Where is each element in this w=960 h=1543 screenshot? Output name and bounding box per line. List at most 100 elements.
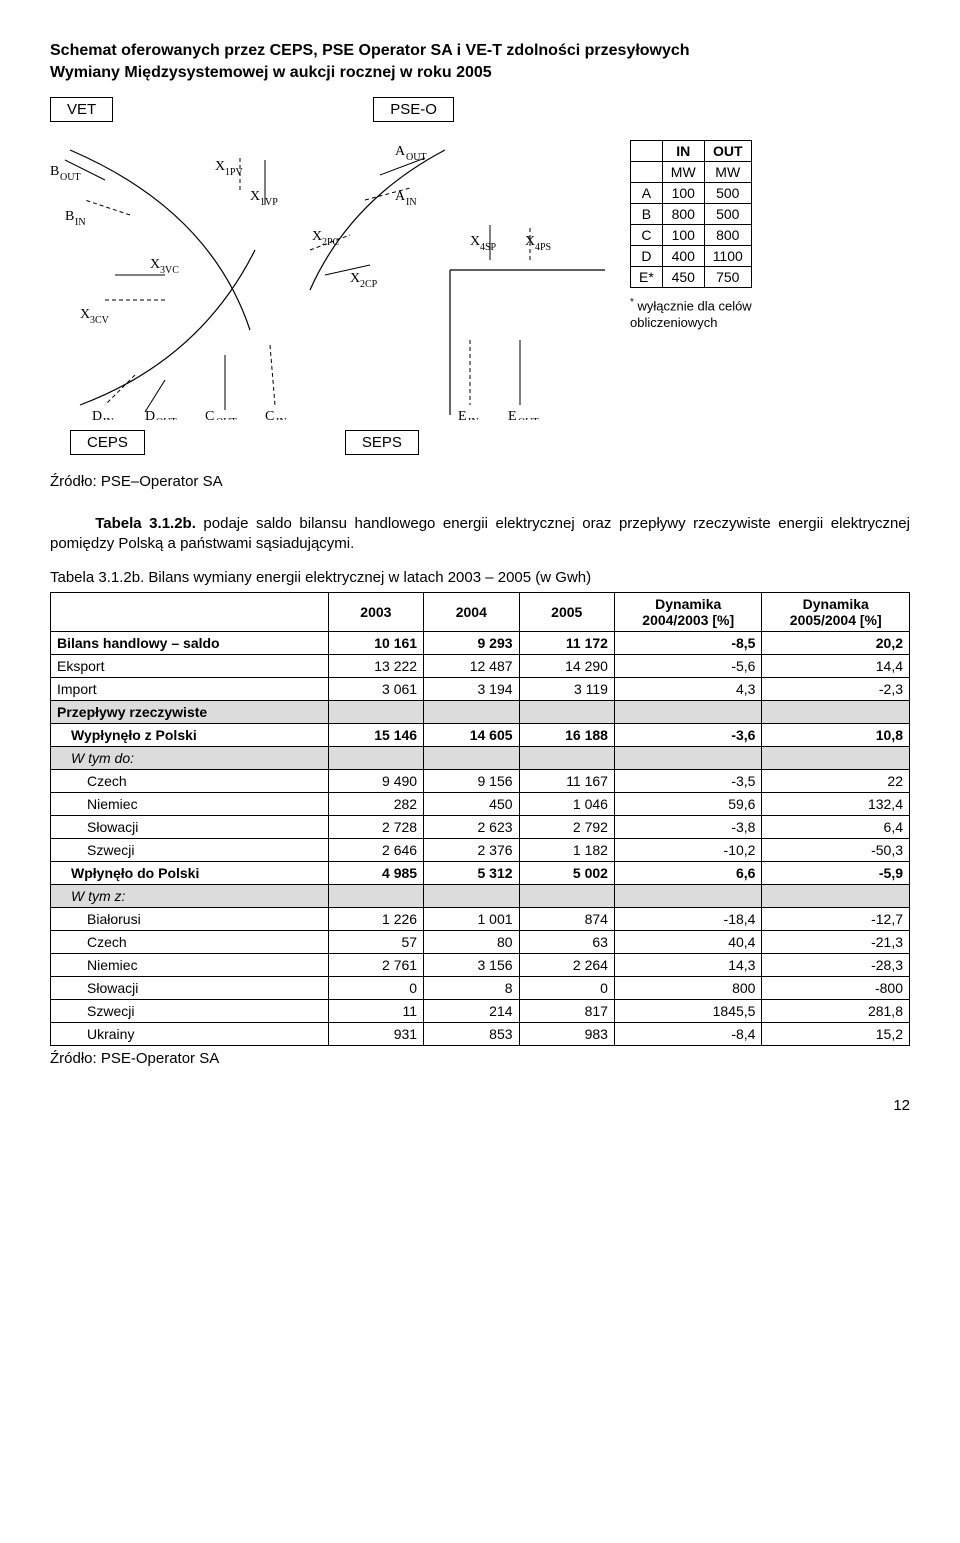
row-value: 13 222 xyxy=(328,654,423,677)
table-row: Szwecji2 6462 3761 182-10,2-50,3 xyxy=(51,838,910,861)
mini-cell: 400 xyxy=(662,246,704,267)
source-1: Źródło: PSE–Operator SA xyxy=(50,473,910,490)
row-label: Niemiec xyxy=(51,792,329,815)
row-value: 5 002 xyxy=(519,861,614,884)
mini-cell: C xyxy=(631,225,663,246)
row-value: 14 290 xyxy=(519,654,614,677)
row-value xyxy=(424,746,519,769)
row-value: 9 293 xyxy=(424,631,519,654)
table-row: Szwecji112148171845,5281,8 xyxy=(51,999,910,1022)
row-value: 14,4 xyxy=(762,654,910,677)
row-value: 4,3 xyxy=(614,677,761,700)
row-value: 40,4 xyxy=(614,930,761,953)
table-row: Czech9 4909 15611 167-3,522 xyxy=(51,769,910,792)
row-value: 1 001 xyxy=(424,907,519,930)
svg-text:IN: IN xyxy=(276,417,287,420)
row-value: -28,3 xyxy=(762,953,910,976)
row-value: 2 376 xyxy=(424,838,519,861)
table-row: Czech57806340,4-21,3 xyxy=(51,930,910,953)
table-row: Słowacji2 7282 6232 792-3,86,4 xyxy=(51,815,910,838)
row-value: 3 156 xyxy=(424,953,519,976)
row-value xyxy=(614,700,761,723)
bh0 xyxy=(51,592,329,631)
mini-cell: D xyxy=(631,246,663,267)
svg-text:X: X xyxy=(250,189,260,204)
row-value: 1 226 xyxy=(328,907,423,930)
table-row: Import3 0613 1943 1194,3-2,3 xyxy=(51,677,910,700)
box-ceps: CEPS xyxy=(70,430,145,455)
mini-u0 xyxy=(631,162,663,183)
svg-text:D: D xyxy=(145,409,155,420)
row-value xyxy=(519,884,614,907)
svg-text:IN: IN xyxy=(406,197,417,208)
row-value: 12 487 xyxy=(424,654,519,677)
row-value: 132,4 xyxy=(762,792,910,815)
mini-cell: 1100 xyxy=(704,246,751,267)
svg-text:X: X xyxy=(470,234,480,249)
svg-text:C: C xyxy=(265,409,274,420)
svg-text:X: X xyxy=(312,229,322,244)
row-value xyxy=(328,884,423,907)
row-label: Słowacji xyxy=(51,815,329,838)
row-value xyxy=(424,700,519,723)
title-line2: Wymiany Międzysystemowej w aukcji roczne… xyxy=(50,64,492,81)
row-value: -8,4 xyxy=(614,1022,761,1045)
row-value: 282 xyxy=(328,792,423,815)
balance-table: 2003 2004 2005 Dynamika 2004/2003 [%] Dy… xyxy=(50,592,910,1046)
svg-text:B: B xyxy=(65,209,74,224)
row-label: Bilans handlowy – saldo xyxy=(51,631,329,654)
row-value: 4 985 xyxy=(328,861,423,884)
box-vet: VET xyxy=(50,97,113,122)
row-value: -12,7 xyxy=(762,907,910,930)
table-row: Eksport13 22212 48714 290-5,614,4 xyxy=(51,654,910,677)
bh4: Dynamika 2004/2003 [%] xyxy=(614,592,761,631)
table-caption: Tabela 3.1.2b. Bilans wymiany energii el… xyxy=(50,569,910,586)
row-value: 2 646 xyxy=(328,838,423,861)
row-value: 11 xyxy=(328,999,423,1022)
mini-cell: 450 xyxy=(662,267,704,288)
svg-text:X: X xyxy=(350,271,360,286)
svg-text:X: X xyxy=(525,234,535,249)
page-title: Schemat oferowanych przez CEPS, PSE Oper… xyxy=(50,40,910,83)
row-value: -3,6 xyxy=(614,723,761,746)
row-value: 16 188 xyxy=(519,723,614,746)
box-pseo: PSE-O xyxy=(373,97,454,122)
row-value: 3 119 xyxy=(519,677,614,700)
intro-paragraph: Tabela 3.1.2b. podaje saldo bilansu hand… xyxy=(50,514,910,555)
row-label: Ukrainy xyxy=(51,1022,329,1045)
row-value: -3,8 xyxy=(614,815,761,838)
row-label: Słowacji xyxy=(51,976,329,999)
row-value: 80 xyxy=(424,930,519,953)
mini-cell: 750 xyxy=(704,267,751,288)
row-value: 20,2 xyxy=(762,631,910,654)
mini-cell: A xyxy=(631,183,663,204)
svg-text:OUT: OUT xyxy=(216,417,237,420)
table-row: Bilans handlowy – saldo10 1619 29311 172… xyxy=(51,631,910,654)
row-value: 2 623 xyxy=(424,815,519,838)
mini-cell: 100 xyxy=(662,225,704,246)
row-value: 2 264 xyxy=(519,953,614,976)
row-value xyxy=(614,884,761,907)
row-value: 5 312 xyxy=(424,861,519,884)
mini-cell: 800 xyxy=(662,204,704,225)
row-value: 9 156 xyxy=(424,769,519,792)
row-label: Czech xyxy=(51,769,329,792)
page-number: 12 xyxy=(50,1097,910,1114)
footnote-text1: wyłącznie dla celów xyxy=(638,299,752,314)
row-label: Import xyxy=(51,677,329,700)
table-row: W tym z: xyxy=(51,884,910,907)
row-value: 59,6 xyxy=(614,792,761,815)
row-label: W tym do: xyxy=(51,746,329,769)
table-row: Ukrainy931853983-8,415,2 xyxy=(51,1022,910,1045)
diagram-svg: BOUT BIN X1PV X1VP AOUT AIN X3VC X3CV X2… xyxy=(50,140,610,420)
row-value: 931 xyxy=(328,1022,423,1045)
row-value: 874 xyxy=(519,907,614,930)
row-value xyxy=(519,746,614,769)
table-row: Niemiec2824501 04659,6132,4 xyxy=(51,792,910,815)
table-row: Białorusi1 2261 001874-18,4-12,7 xyxy=(51,907,910,930)
svg-text:1PV: 1PV xyxy=(225,167,244,178)
row-value xyxy=(519,700,614,723)
row-value: -50,3 xyxy=(762,838,910,861)
row-label: Szwecji xyxy=(51,999,329,1022)
row-label: Białorusi xyxy=(51,907,329,930)
